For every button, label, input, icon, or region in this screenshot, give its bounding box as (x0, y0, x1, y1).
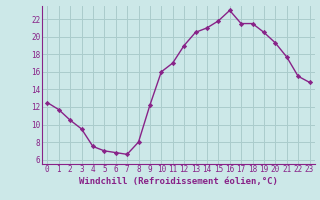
X-axis label: Windchill (Refroidissement éolien,°C): Windchill (Refroidissement éolien,°C) (79, 177, 278, 186)
